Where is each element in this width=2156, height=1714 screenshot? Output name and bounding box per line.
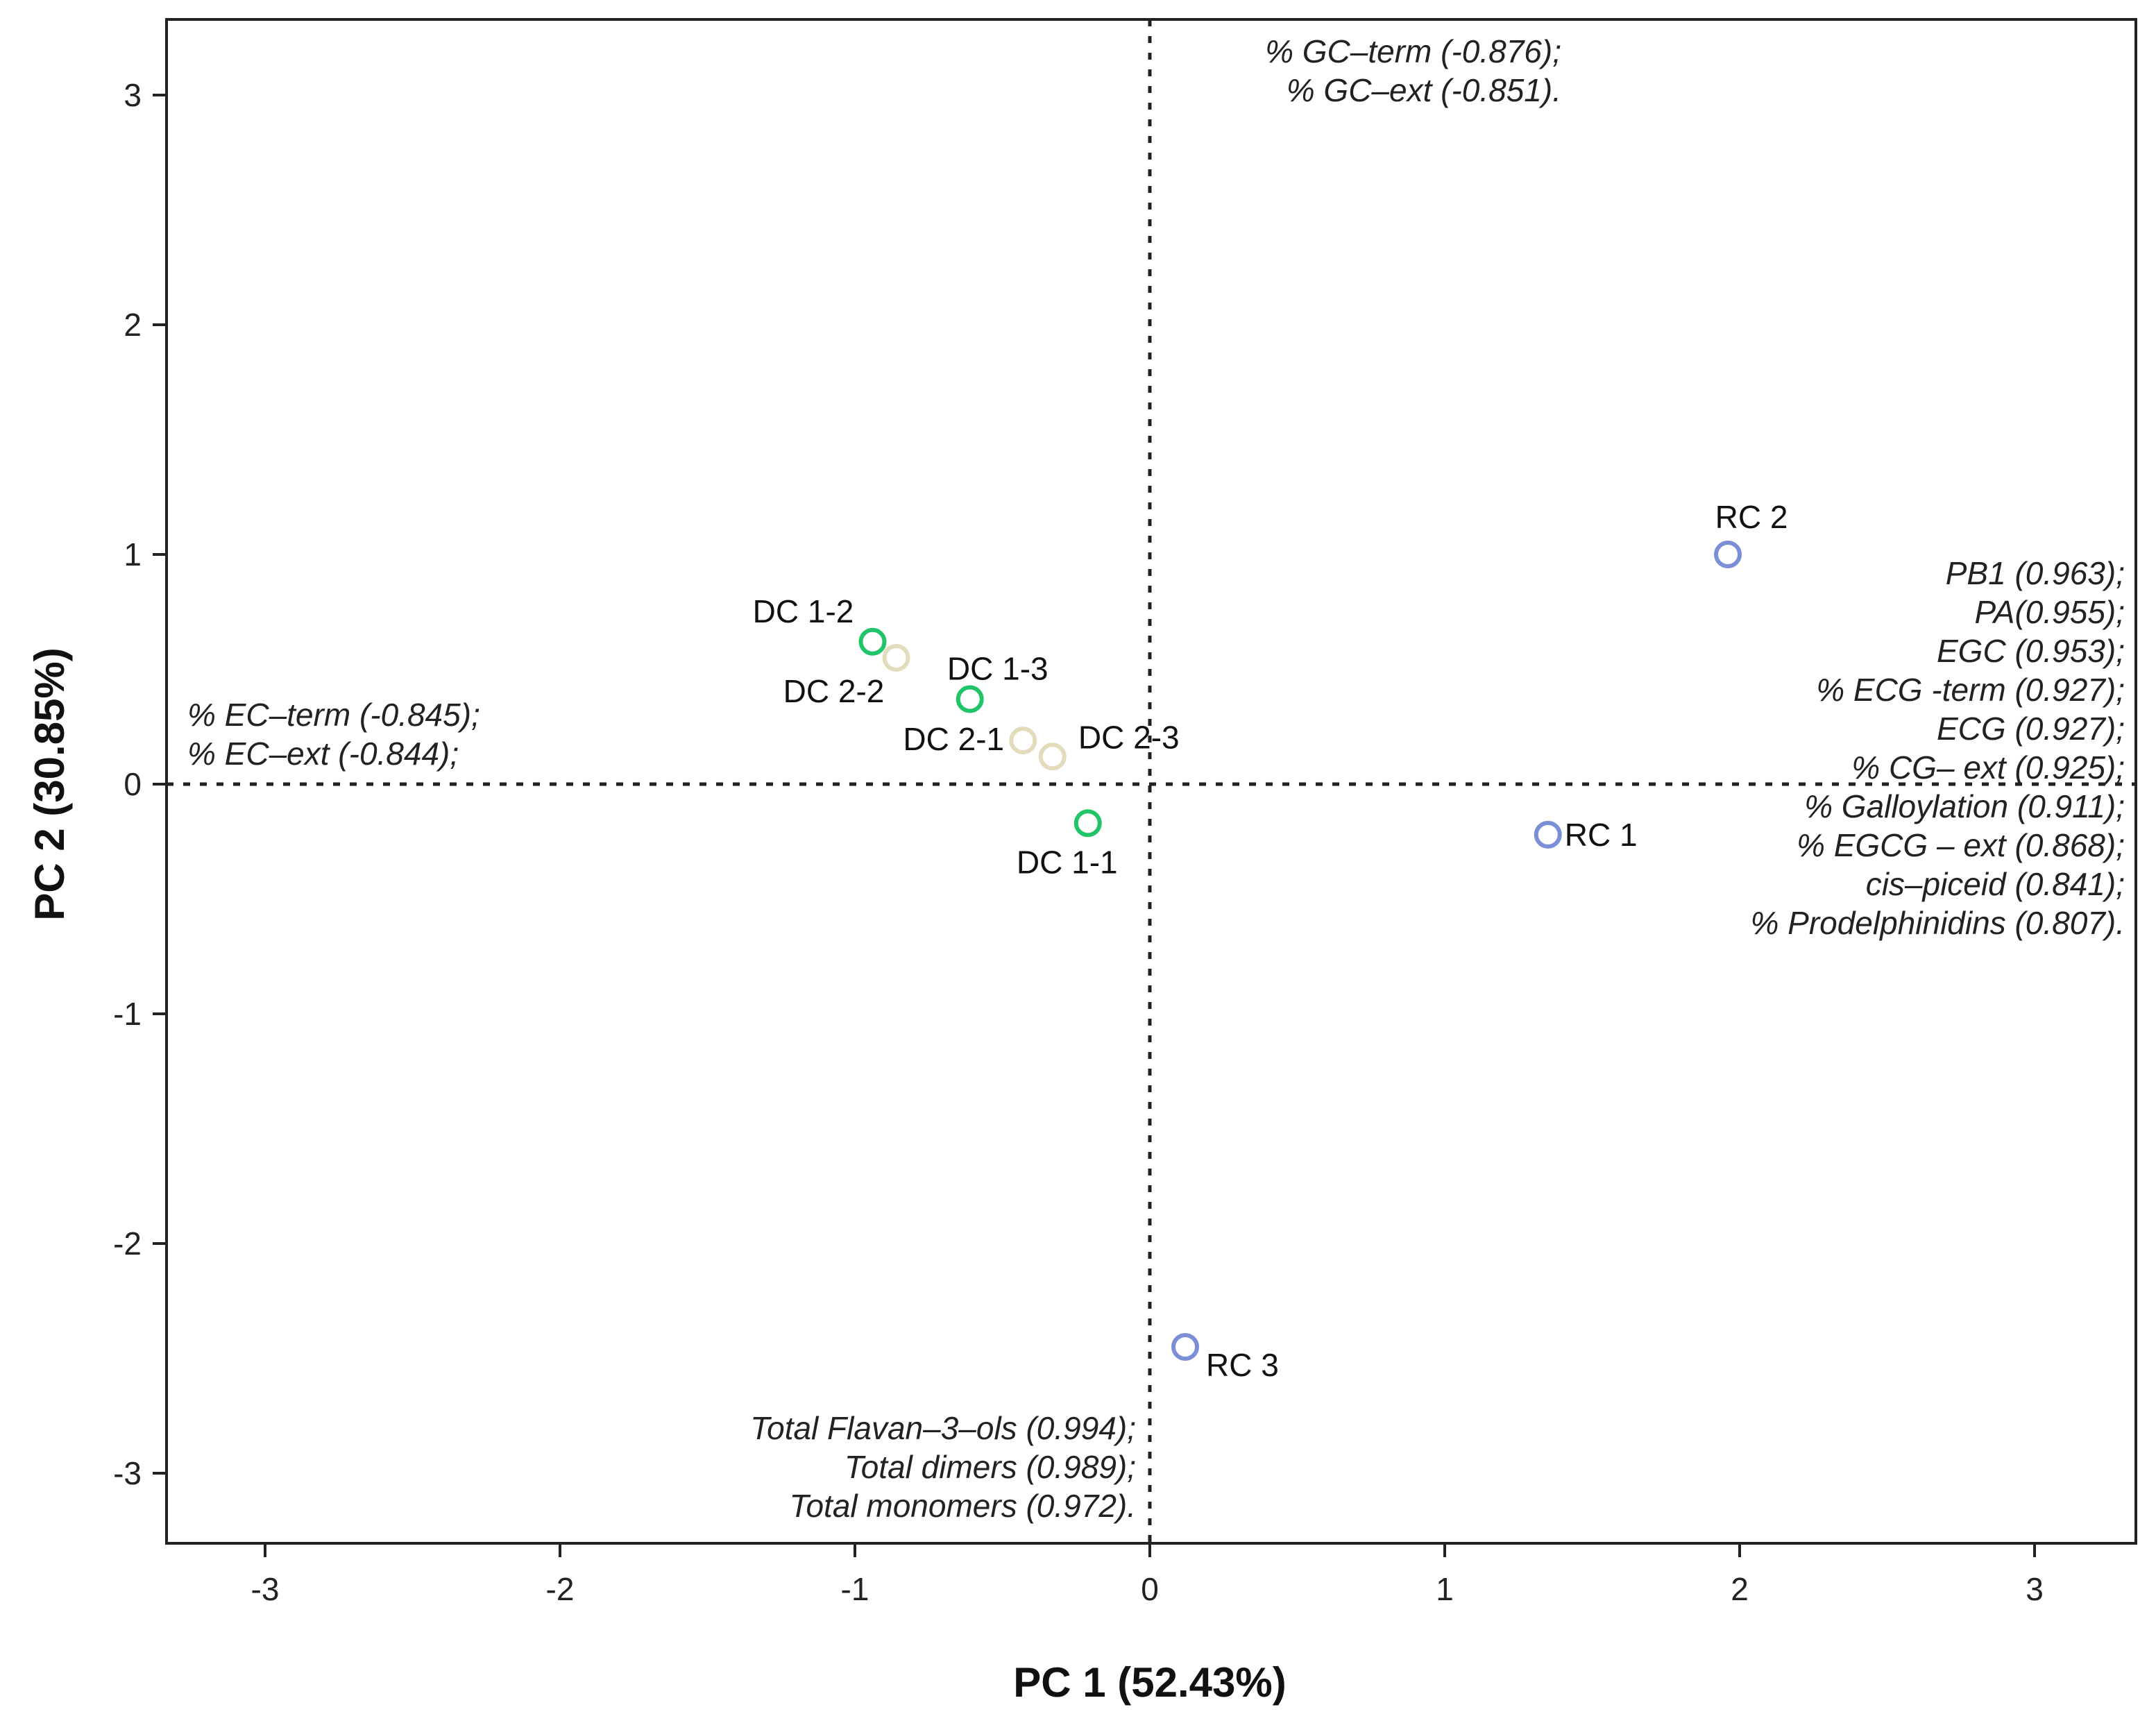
loading-annotation-right: cis–piceid (0.841); [1866, 866, 2125, 902]
point-label: DC 1-3 [947, 651, 1049, 687]
point-label: RC 1 [1565, 817, 1638, 853]
x-tick-label: -2 [546, 1571, 575, 1607]
loading-annotation-right: PA(0.955); [1975, 594, 2125, 630]
loading-annotation-bottom: Total monomers (0.972). [790, 1488, 1136, 1524]
loading-annotation-right: % ECG -term (0.927); [1816, 672, 2125, 708]
point-label: DC 1-1 [1017, 844, 1118, 880]
loading-annotation-right: % EGCG – ext (0.868); [1797, 827, 2125, 863]
x-tick-label: 2 [1731, 1571, 1749, 1607]
x-tick-label: 3 [2026, 1571, 2044, 1607]
data-point-dc-1-2 [858, 627, 887, 656]
data-point-dc-2-1 [1009, 727, 1037, 755]
plot-frame [165, 18, 2137, 1545]
loading-annotations: % GC–term (-0.876);% GC–ext (-0.851). % E… [187, 33, 2125, 1524]
point-label: DC 1-2 [753, 593, 854, 629]
loading-annotation-right: % Prodelphinidins (0.807). [1750, 905, 2125, 941]
y-tick-label: -3 [113, 1455, 142, 1491]
data-point-rc-2 [1714, 541, 1742, 568]
loading-annotation-right: PB1 (0.963); [1946, 555, 2125, 591]
loading-annotation-top: % GC–ext (-0.851). [1287, 72, 1561, 108]
loading-annotation-bottom: Total Flavan–3–ols (0.994); [750, 1410, 1136, 1446]
x-tick-label: -3 [251, 1571, 280, 1607]
y-tick-label: -2 [113, 1225, 142, 1262]
loading-annotation-bottom: Total dimers (0.989); [844, 1449, 1136, 1485]
loading-annotation-right: ECG (0.927); [1937, 711, 2125, 747]
loading-annotation-right: % CG– ext (0.925); [1851, 749, 2125, 786]
y-tick-label: 3 [124, 77, 142, 113]
x-tick-label: -1 [841, 1571, 869, 1607]
data-point-dc-2-2 [882, 643, 910, 672]
y-axis-title: PC 2 (30.85%) [26, 647, 73, 921]
loading-annotation-left: % EC–term (-0.845); [187, 697, 480, 733]
y-tick-label: 1 [124, 536, 142, 572]
data-point-rc-1 [1534, 820, 1562, 849]
point-label: RC 2 [1715, 499, 1788, 535]
y-tick-label: 0 [124, 766, 142, 802]
x-axis-title: PC 1 (52.43%) [1013, 1659, 1287, 1706]
y-tick-label: -1 [113, 996, 142, 1032]
point-label: DC 2-1 [903, 721, 1004, 757]
y-tick-label: 2 [124, 307, 142, 343]
data-point-dc-2-3 [1038, 743, 1067, 771]
scatter-points: DC 1-1 DC 1-2 DC 1-3 DC 2-1 DC 2-2 DC 2-3 RC 1… [753, 499, 1788, 1383]
point-label: DC 2-3 [1078, 719, 1180, 755]
data-point-dc-1-1 [1073, 809, 1102, 838]
x-tick-label: 0 [1141, 1571, 1159, 1607]
loading-annotation-right: % Galloylation (0.911); [1804, 788, 2125, 824]
loading-annotation-right: EGC (0.953); [1937, 633, 2125, 669]
loading-annotation-left: % EC–ext (-0.844); [187, 736, 459, 772]
point-label: DC 2-2 [783, 673, 885, 709]
loading-annotation-top: % GC–term (-0.876); [1265, 33, 1561, 69]
axis-ticks: -3 -2 -1 0 1 2 3 -3 -2 -1 0 1 2 3 [113, 77, 2044, 1607]
data-point-rc-3 [1171, 1332, 1199, 1361]
point-label: RC 3 [1206, 1347, 1279, 1383]
x-tick-label: 1 [1436, 1571, 1454, 1607]
data-point-dc-1-3 [956, 685, 984, 713]
